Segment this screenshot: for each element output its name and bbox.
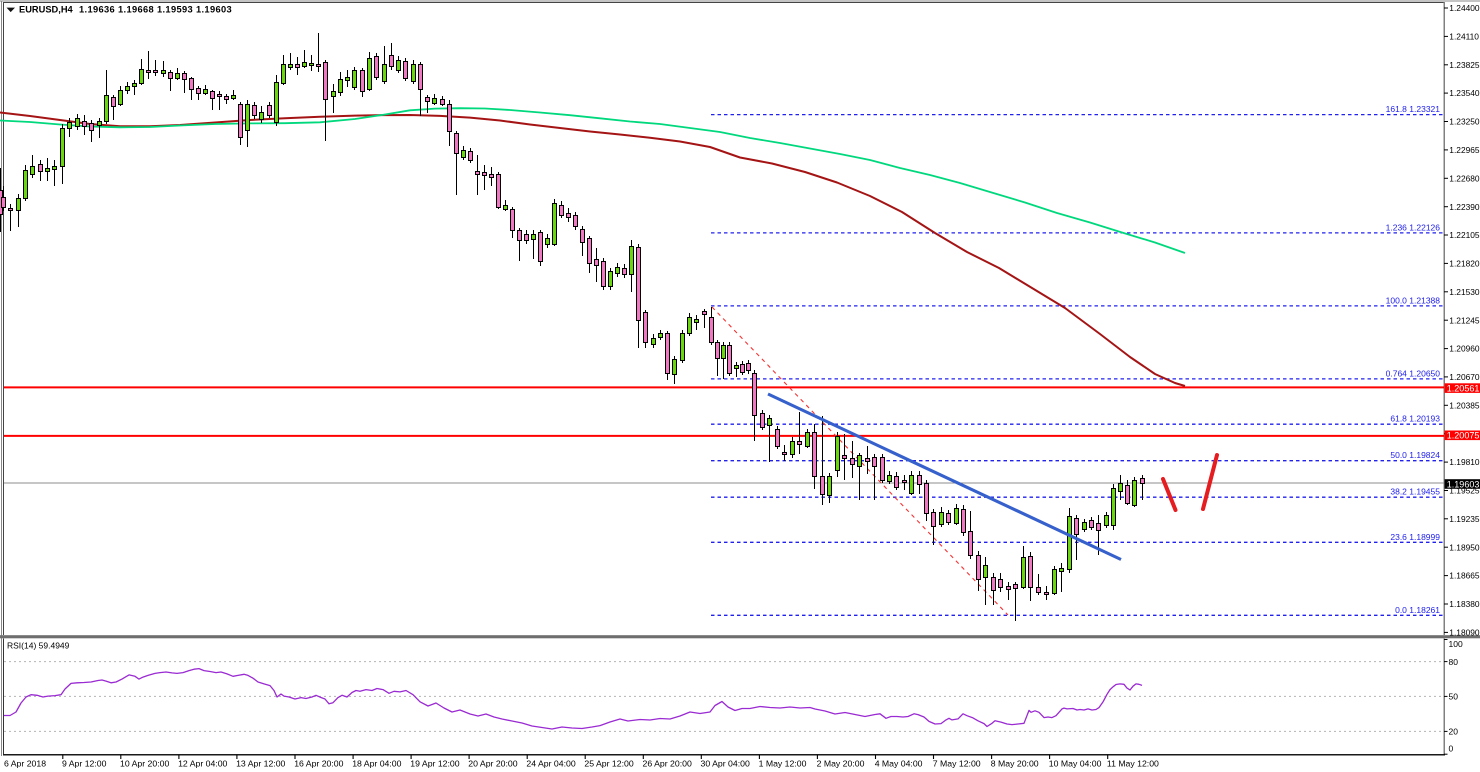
svg-text:38.2 1.19455: 38.2 1.19455 (1390, 487, 1440, 497)
svg-text:4 May 04:00: 4 May 04:00 (875, 759, 923, 769)
svg-text:1.23825: 1.23825 (1449, 60, 1480, 70)
svg-text:8 May 20:00: 8 May 20:00 (991, 759, 1039, 769)
svg-text:RSI(14) 59.4949: RSI(14) 59.4949 (7, 641, 70, 651)
svg-text:1.23540: 1.23540 (1449, 88, 1480, 98)
svg-text:1.24400: 1.24400 (1449, 3, 1480, 13)
svg-text:100: 100 (1449, 639, 1463, 649)
svg-text:10 Apr 20:00: 10 Apr 20:00 (120, 759, 169, 769)
svg-text:6 Apr 2018: 6 Apr 2018 (4, 759, 46, 769)
svg-text:1.19525: 1.19525 (1449, 486, 1480, 496)
svg-text:12 Apr 04:00: 12 Apr 04:00 (178, 759, 227, 769)
svg-text:80: 80 (1449, 657, 1459, 667)
svg-text:1.19235: 1.19235 (1449, 514, 1480, 524)
svg-text:0.764 1.20650: 0.764 1.20650 (1386, 368, 1441, 378)
svg-text:1.18665: 1.18665 (1449, 571, 1480, 581)
svg-text:9 Apr 12:00: 9 Apr 12:00 (62, 759, 107, 769)
svg-text:2 May 20:00: 2 May 20:00 (817, 759, 865, 769)
svg-text:1.20670: 1.20670 (1449, 372, 1480, 382)
svg-text:20 Apr 20:00: 20 Apr 20:00 (468, 759, 517, 769)
svg-text:1.20075: 1.20075 (1447, 431, 1480, 441)
svg-text:1.20385: 1.20385 (1449, 400, 1480, 410)
svg-text:161.8 1.23321: 161.8 1.23321 (1386, 104, 1441, 114)
svg-text:100.0 1.21388: 100.0 1.21388 (1386, 295, 1441, 305)
svg-text:0: 0 (1449, 743, 1454, 753)
svg-text:1.19603: 1.19603 (1447, 479, 1480, 489)
svg-text:1.21820: 1.21820 (1449, 259, 1480, 269)
svg-text:18 Apr 04:00: 18 Apr 04:00 (352, 759, 401, 769)
svg-text:1.19810: 1.19810 (1449, 457, 1480, 467)
svg-text:1.20960: 1.20960 (1449, 344, 1480, 354)
svg-text:1.24110: 1.24110 (1449, 32, 1479, 42)
svg-text:1.22965: 1.22965 (1449, 145, 1480, 155)
svg-text:1.18950: 1.18950 (1449, 542, 1480, 552)
svg-text:13 Apr 12:00: 13 Apr 12:00 (236, 759, 285, 769)
svg-text:1.19636 1.19668 1.19593 1.1960: 1.19636 1.19668 1.19593 1.19603 (79, 4, 232, 14)
svg-text:25 Apr 12:00: 25 Apr 12:00 (584, 759, 633, 769)
svg-text:50.0 1.19824: 50.0 1.19824 (1390, 450, 1440, 460)
svg-text:1.236 1.22126: 1.236 1.22126 (1386, 222, 1441, 232)
svg-text:1.18090: 1.18090 (1449, 628, 1480, 638)
svg-text:0.0 1.18261: 0.0 1.18261 (1395, 605, 1440, 615)
svg-text:19 Apr 12:00: 19 Apr 12:00 (410, 759, 459, 769)
svg-text:30 Apr 04:00: 30 Apr 04:00 (701, 759, 750, 769)
svg-text:10 May 04:00: 10 May 04:00 (1049, 759, 1102, 769)
svg-text:7 May 12:00: 7 May 12:00 (933, 759, 981, 769)
svg-text:1.21245: 1.21245 (1449, 315, 1480, 325)
svg-text:1.22390: 1.22390 (1449, 202, 1480, 212)
svg-text:61.8 1.20193: 61.8 1.20193 (1390, 414, 1440, 424)
svg-text:26 Apr 20:00: 26 Apr 20:00 (643, 759, 692, 769)
svg-text:1.20561: 1.20561 (1447, 384, 1480, 394)
svg-text:1.18380: 1.18380 (1449, 599, 1480, 609)
svg-text:20: 20 (1449, 727, 1459, 737)
svg-text:50: 50 (1449, 692, 1459, 702)
svg-text:11 May 12:00: 11 May 12:00 (1107, 759, 1159, 769)
svg-text:16 Apr 20:00: 16 Apr 20:00 (294, 759, 343, 769)
svg-text:1.22680: 1.22680 (1449, 173, 1480, 183)
svg-text:1.22105: 1.22105 (1449, 230, 1480, 240)
svg-text:1.21530: 1.21530 (1449, 287, 1480, 297)
svg-text:23.6 1.18999: 23.6 1.18999 (1390, 532, 1440, 542)
svg-text:1.23250: 1.23250 (1449, 117, 1480, 127)
svg-text:24 Apr 04:00: 24 Apr 04:00 (526, 759, 575, 769)
svg-text:EURUSD,H4: EURUSD,H4 (19, 4, 74, 14)
svg-text:1 May 12:00: 1 May 12:00 (759, 759, 807, 769)
